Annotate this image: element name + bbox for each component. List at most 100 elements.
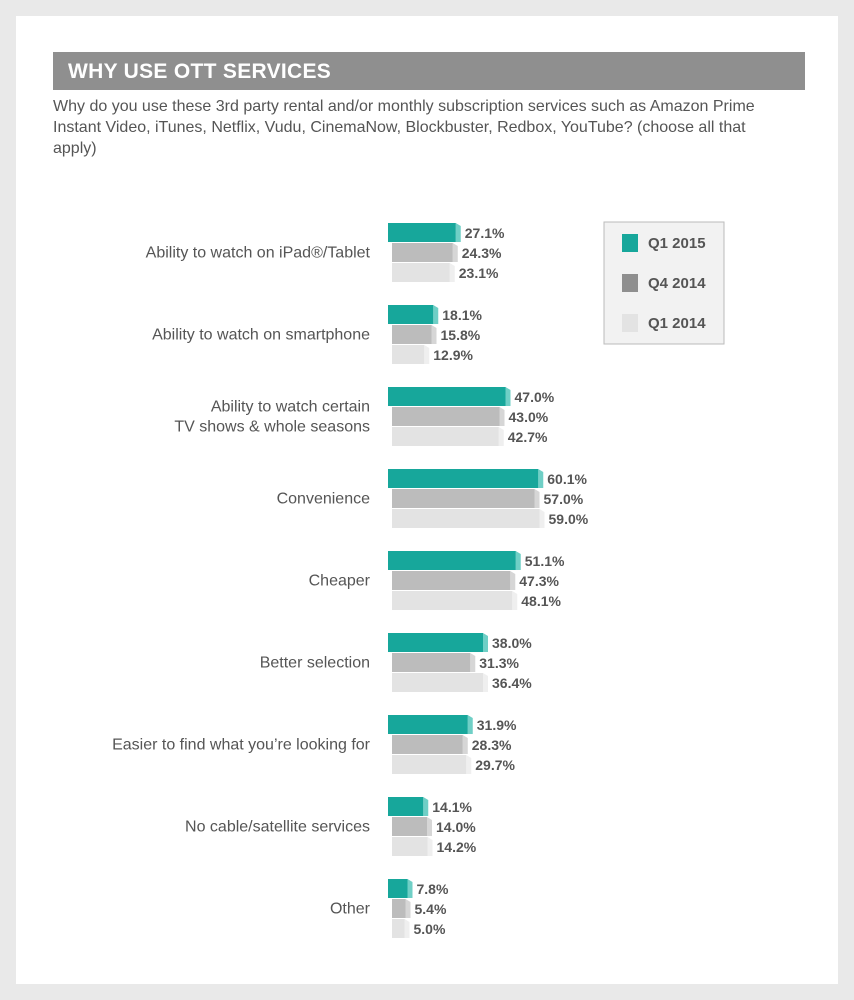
bar-edge-q1-2014 bbox=[424, 345, 430, 364]
bar-q1-2015 bbox=[388, 469, 539, 488]
value-label: 5.4% bbox=[415, 901, 447, 917]
bar-edge-q4-2014 bbox=[470, 653, 476, 672]
bar-edge-q1-2014 bbox=[483, 673, 488, 692]
value-label: 14.1% bbox=[432, 799, 472, 815]
bar-edge-q4-2014 bbox=[427, 817, 432, 836]
value-label: 47.0% bbox=[515, 389, 555, 405]
category-label: No cable/satellite services bbox=[185, 819, 370, 836]
value-label: 14.2% bbox=[437, 839, 477, 855]
bar-q1-2014 bbox=[392, 919, 405, 938]
bar-edge-q1-2015 bbox=[538, 469, 544, 488]
value-label: 47.3% bbox=[519, 573, 559, 589]
bar-q1-2015 bbox=[388, 387, 506, 406]
category-label: Cheaper bbox=[309, 573, 371, 590]
value-label: 12.9% bbox=[433, 347, 473, 363]
bar-q1-2014 bbox=[392, 427, 499, 446]
bar-q1-2015 bbox=[388, 797, 424, 816]
bar-q1-2015 bbox=[388, 305, 434, 324]
value-label: 51.1% bbox=[525, 553, 565, 569]
category-label: Easier to find what you’re looking for bbox=[112, 737, 371, 754]
category-label: Ability to watch on smartphone bbox=[152, 327, 370, 344]
chart-title: WHY USE OTT SERVICES bbox=[68, 60, 332, 83]
bar-q4-2014 bbox=[392, 489, 535, 508]
bar-q1-2014 bbox=[392, 345, 425, 364]
value-label: 14.0% bbox=[436, 819, 476, 835]
value-label: 27.1% bbox=[465, 225, 505, 241]
bar-q1-2015 bbox=[388, 879, 408, 898]
bar-edge-q4-2014 bbox=[499, 407, 505, 426]
bar-edge-q4-2014 bbox=[452, 243, 458, 262]
bar-edge-q1-2014 bbox=[449, 263, 455, 282]
bar-q4-2014 bbox=[392, 325, 432, 344]
value-label: 29.7% bbox=[475, 757, 515, 773]
category-label: Better selection bbox=[260, 655, 370, 672]
bar-edge-q4-2014 bbox=[431, 325, 437, 344]
bar-edge-q4-2014 bbox=[534, 489, 540, 508]
bar-q1-2015 bbox=[388, 633, 483, 652]
legend-swatch-q1-2014 bbox=[622, 314, 638, 332]
legend-label-q1-2014: Q1 2014 bbox=[648, 315, 706, 332]
value-label: 31.9% bbox=[477, 717, 517, 733]
bar-edge-q1-2015 bbox=[505, 387, 511, 406]
category-label: TV shows & whole seasons bbox=[174, 419, 370, 436]
survey-question: Why do you use these 3rd party rental an… bbox=[53, 98, 755, 157]
category-label: Ability to watch certain bbox=[211, 399, 370, 416]
bar-edge-q4-2014 bbox=[510, 571, 516, 590]
value-label: 23.1% bbox=[459, 265, 499, 281]
bar-q4-2014 bbox=[392, 817, 427, 836]
value-label: 43.0% bbox=[509, 409, 549, 425]
legend-label-q4-2014: Q4 2014 bbox=[648, 275, 706, 292]
bar-edge-q1-2015 bbox=[455, 223, 461, 242]
bar-q4-2014 bbox=[392, 899, 406, 918]
bar-q1-2014 bbox=[392, 837, 428, 856]
value-label: 5.0% bbox=[414, 921, 446, 937]
value-label: 38.0% bbox=[492, 635, 532, 651]
bar-q1-2014 bbox=[392, 263, 450, 282]
bar-edge-q1-2015 bbox=[423, 797, 429, 816]
bar-q1-2015 bbox=[388, 551, 516, 570]
bar-edge-q1-2014 bbox=[498, 427, 504, 446]
bar-q1-2014 bbox=[392, 755, 467, 774]
bar-edge-q1-2015 bbox=[483, 633, 488, 652]
category-label: Convenience bbox=[277, 491, 371, 508]
category-label: Ability to watch on iPad®/Tablet bbox=[146, 245, 371, 262]
bar-q4-2014 bbox=[392, 243, 453, 262]
legend-label-q1-2015: Q1 2015 bbox=[648, 235, 706, 252]
value-label: 36.4% bbox=[492, 675, 532, 691]
value-label: 15.8% bbox=[441, 327, 481, 343]
value-label: 24.3% bbox=[462, 245, 502, 261]
legend-swatch-q4-2014 bbox=[622, 274, 638, 292]
bar-q4-2014 bbox=[392, 407, 500, 426]
value-label: 57.0% bbox=[544, 491, 584, 507]
bar-q4-2014 bbox=[392, 653, 471, 672]
bar-edge-q1-2015 bbox=[515, 551, 521, 570]
bar-q1-2015 bbox=[388, 223, 456, 242]
value-label: 28.3% bbox=[472, 737, 512, 753]
bar-edge-q1-2015 bbox=[467, 715, 473, 734]
value-label: 31.3% bbox=[479, 655, 519, 671]
bar-edge-q1-2014 bbox=[466, 755, 472, 774]
bar-edge-q4-2014 bbox=[462, 735, 468, 754]
value-label: 59.0% bbox=[549, 511, 589, 527]
bar-q4-2014 bbox=[392, 735, 463, 754]
bar-q1-2015 bbox=[388, 715, 468, 734]
bar-edge-q1-2014 bbox=[512, 591, 518, 610]
value-label: 60.1% bbox=[547, 471, 587, 487]
bar-q4-2014 bbox=[392, 571, 511, 590]
bar-edge-q1-2014 bbox=[539, 509, 545, 528]
category-label: Other bbox=[330, 901, 371, 918]
bar-edge-q1-2015 bbox=[407, 879, 413, 898]
bar-edge-q1-2015 bbox=[433, 305, 439, 324]
bar-q1-2014 bbox=[392, 509, 540, 528]
bar-edge-q4-2014 bbox=[405, 899, 411, 918]
bar-q1-2014 bbox=[392, 591, 513, 610]
legend-swatch-q1-2015 bbox=[622, 234, 638, 252]
value-label: 42.7% bbox=[508, 429, 548, 445]
value-label: 18.1% bbox=[442, 307, 482, 323]
value-label: 7.8% bbox=[417, 881, 449, 897]
bar-q1-2014 bbox=[392, 673, 483, 692]
bar-edge-q1-2014 bbox=[427, 837, 433, 856]
bar-edge-q1-2014 bbox=[404, 919, 410, 938]
value-label: 48.1% bbox=[521, 593, 561, 609]
